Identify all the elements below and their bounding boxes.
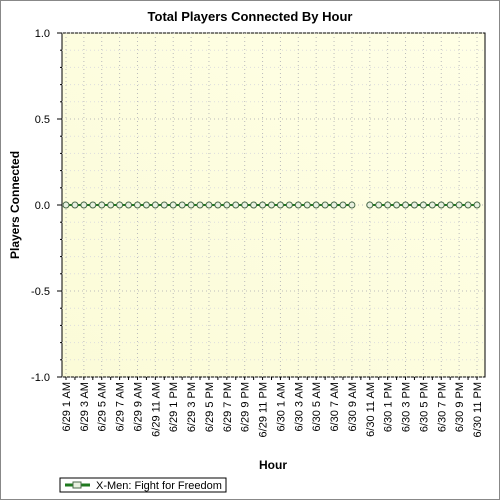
- data-point: [366, 201, 374, 209]
- data-point: [71, 201, 79, 209]
- data-point: [428, 201, 436, 209]
- data-point: [232, 201, 240, 209]
- x-tick-label: 6/30 7 PM: [436, 382, 448, 432]
- data-point: [464, 201, 472, 209]
- data-point: [205, 201, 213, 209]
- data-point: [151, 201, 159, 209]
- data-point: [402, 201, 410, 209]
- y-tick-label: 0.0: [35, 200, 50, 212]
- x-tick-label: 6/29 9 AM: [132, 382, 144, 432]
- data-point: [160, 201, 168, 209]
- data-point: [125, 201, 133, 209]
- x-tick-label: 6/29 9 PM: [240, 382, 252, 432]
- data-point: [455, 201, 463, 209]
- data-point: [473, 201, 481, 209]
- x-tick-label: 6/29 3 AM: [79, 382, 91, 432]
- data-point: [241, 201, 249, 209]
- data-point: [142, 201, 150, 209]
- chart-title: Total Players Connected By Hour: [148, 9, 353, 24]
- data-point: [259, 201, 267, 209]
- y-axis-title: Players Connected: [8, 151, 22, 259]
- data-point: [375, 201, 383, 209]
- data-point: [384, 201, 392, 209]
- data-point: [89, 201, 97, 209]
- x-axis-title: Hour: [259, 458, 287, 472]
- x-tick-label: 6/29 5 AM: [97, 382, 109, 432]
- x-tick-label: 6/30 5 AM: [311, 382, 323, 432]
- data-point: [98, 201, 106, 209]
- y-tick-label: -1.0: [31, 372, 50, 384]
- y-tick-label: 0.5: [35, 114, 50, 126]
- x-tick-label: 6/30 1 AM: [275, 382, 287, 432]
- y-tick-label: 1.0: [35, 28, 50, 40]
- x-tick-label: 6/29 11 PM: [258, 382, 270, 437]
- x-tick-label: 6/30 9 AM: [347, 382, 359, 432]
- data-point: [250, 201, 258, 209]
- x-tick-label: 6/30 7 AM: [329, 382, 341, 432]
- legend-label: X-Men: Fight for Freedom: [96, 480, 222, 492]
- data-point: [116, 201, 124, 209]
- data-point: [330, 201, 338, 209]
- data-point: [348, 201, 356, 209]
- data-point: [410, 201, 418, 209]
- data-point: [178, 201, 186, 209]
- data-point: [187, 201, 195, 209]
- x-tick-label: 6/29 1 PM: [168, 382, 180, 432]
- x-tick-label: 6/29 11 AM: [150, 382, 162, 437]
- data-point: [437, 201, 445, 209]
- data-point: [196, 201, 204, 209]
- data-point: [169, 201, 177, 209]
- x-tick-label: 6/29 5 PM: [204, 382, 216, 432]
- x-tick-label: 6/30 1 PM: [383, 382, 395, 432]
- data-point: [276, 201, 284, 209]
- data-point: [294, 201, 302, 209]
- x-tick-label: 6/29 7 PM: [222, 382, 234, 432]
- x-tick-label: 6/30 5 PM: [418, 382, 430, 432]
- data-point: [223, 201, 231, 209]
- data-point: [339, 201, 347, 209]
- data-point: [321, 201, 329, 209]
- x-tick-label: 6/29 7 AM: [115, 382, 127, 432]
- data-point: [80, 201, 88, 209]
- data-point: [312, 201, 320, 209]
- x-tick-label: 6/30 3 PM: [401, 382, 413, 432]
- legend-swatch-marker: [72, 481, 82, 489]
- data-point: [107, 201, 115, 209]
- x-tick-label: 6/30 3 AM: [293, 382, 305, 432]
- data-point: [62, 201, 70, 209]
- x-tick-label: 6/30 11 AM: [365, 382, 377, 437]
- data-point: [133, 201, 141, 209]
- data-point: [268, 201, 275, 209]
- data-point: [446, 201, 454, 209]
- x-tick-label: 6/30 11 PM: [472, 382, 484, 437]
- legend: [59, 477, 227, 493]
- data-point: [214, 201, 222, 209]
- data-point: [393, 201, 401, 209]
- x-tick-label: 6/29 3 PM: [186, 382, 198, 432]
- y-tick-label: -0.5: [31, 286, 50, 298]
- data-point: [419, 201, 427, 209]
- data-point: [285, 201, 293, 209]
- x-tick-label: 6/30 9 PM: [454, 382, 466, 432]
- x-tick-label: 6/29 1 AM: [61, 382, 73, 432]
- data-point: [303, 201, 311, 209]
